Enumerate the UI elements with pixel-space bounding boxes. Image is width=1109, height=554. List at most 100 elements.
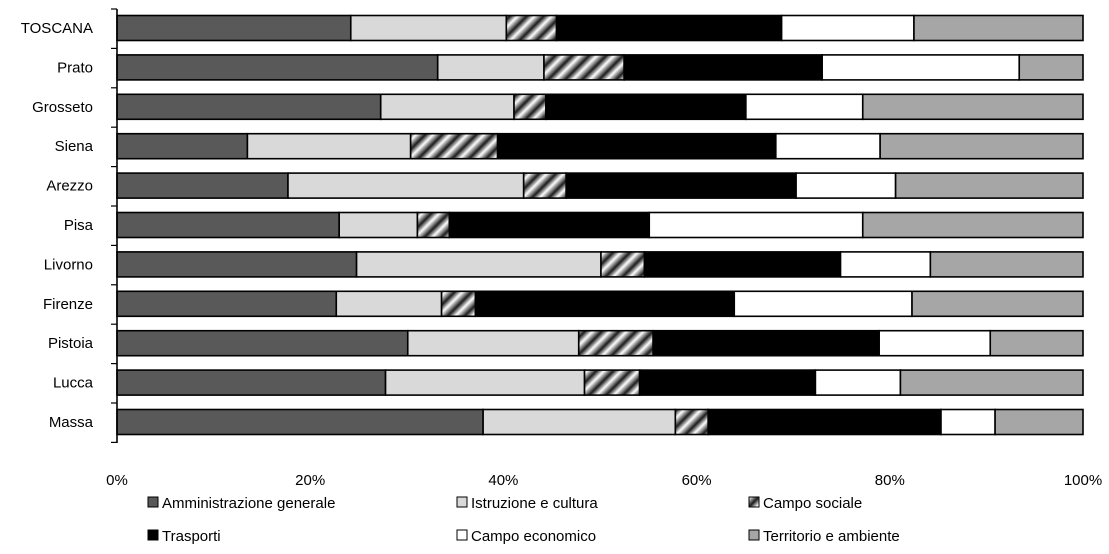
bar-massa-istruzione-e-cultura xyxy=(482,408,677,436)
bar-pistoia-territorio-e-ambiente xyxy=(989,329,1084,357)
bar-livorno-territorio-e-ambiente xyxy=(929,251,1084,278)
bar-siena-campo-sociale xyxy=(409,132,499,160)
category-labels-group: TOSCANA Prato Grosseto Siena Arezzo Pisa Livor… xyxy=(21,20,94,431)
bar-grosseto-campo-economico xyxy=(745,93,864,121)
legend-swatch-trasporti xyxy=(147,529,159,541)
bar-siena-istruzione-e-cultura xyxy=(246,132,412,160)
bar-toscana-istruzione-e-cultura xyxy=(349,14,508,42)
bar-siena-territorio-e-ambiente xyxy=(879,132,1084,160)
bar-massa-amministrazione-generale xyxy=(116,408,484,436)
x-tick-label: 100% xyxy=(1064,472,1102,489)
bar-livorno-campo-economico xyxy=(839,251,932,278)
category-label-firenze: Firenze xyxy=(43,296,93,313)
bar-siena-trasporti xyxy=(496,132,777,160)
bar-siena-campo-economico xyxy=(775,132,881,160)
bar-lucca-campo-economico xyxy=(814,369,902,396)
x-tick-label: 20% xyxy=(295,472,325,489)
x-tick-label: 0% xyxy=(106,472,128,489)
bar-massa-trasporti xyxy=(707,408,942,436)
bars-group xyxy=(116,14,1084,436)
bar-pistoia-campo-sociale xyxy=(577,329,654,357)
category-label-pisa: Pisa xyxy=(64,217,94,234)
bar-toscana-campo-sociale xyxy=(505,14,558,42)
axes-group xyxy=(111,8,118,443)
legend-label-trasporti: Trasporti xyxy=(162,528,221,545)
bar-firenze-campo-sociale xyxy=(440,290,477,318)
bar-lucca-territorio-e-ambiente xyxy=(899,369,1084,396)
bar-pisa-amministrazione-generale xyxy=(116,211,340,239)
bar-firenze-istruzione-e-cultura xyxy=(335,290,443,318)
legend-swatch-amministrazione-generale xyxy=(147,496,159,508)
bar-grosseto-campo-sociale xyxy=(513,93,547,121)
category-label-prato: Prato xyxy=(57,59,93,76)
bar-firenze-campo-economico xyxy=(733,290,913,318)
bar-grosseto-territorio-e-ambiente xyxy=(861,93,1084,121)
bar-firenze-amministrazione-generale xyxy=(116,290,338,318)
legend-label-territorio-e-ambiente: Territorio e ambiente xyxy=(763,528,900,545)
legend-swatch-istruzione-e-cultura xyxy=(456,496,468,508)
legend-label-campo-economico: Campo economico xyxy=(471,528,596,545)
category-label-toscana: TOSCANA xyxy=(21,20,93,37)
bar-massa-campo-economico xyxy=(940,408,996,436)
bar-pisa-istruzione-e-cultura xyxy=(338,211,419,239)
bar-firenze-territorio-e-ambiente xyxy=(911,290,1084,318)
bar-grosseto-amministrazione-generale xyxy=(116,93,382,121)
bar-lucca-campo-sociale xyxy=(583,369,641,396)
bar-pisa-campo-economico xyxy=(648,211,864,239)
bar-pisa-campo-sociale xyxy=(416,211,451,239)
category-label-livorno: Livorno xyxy=(44,256,93,273)
bar-prato-territorio-e-ambiente xyxy=(1018,54,1084,81)
bar-pisa-trasporti xyxy=(448,211,651,239)
bar-pistoia-campo-economico xyxy=(878,329,992,357)
bar-prato-trasporti xyxy=(623,54,823,81)
bar-pistoia-trasporti xyxy=(652,329,880,357)
category-label-siena: Siena xyxy=(55,138,94,155)
legend-swatch-territorio-e-ambiente xyxy=(748,529,760,541)
bar-pisa-territorio-e-ambiente xyxy=(861,211,1084,239)
bar-grosseto-trasporti xyxy=(545,93,747,121)
bar-arezzo-trasporti xyxy=(565,172,797,199)
legend-label-campo-sociale: Campo sociale xyxy=(763,495,862,512)
x-tick-label: 40% xyxy=(488,472,518,489)
legend-label-amministrazione-generale: Amministrazione generale xyxy=(162,495,335,512)
bar-prato-istruzione-e-cultura xyxy=(436,54,545,81)
bar-livorno-campo-sociale xyxy=(600,251,646,278)
category-label-arezzo: Arezzo xyxy=(46,178,93,195)
bar-toscana-amministrazione-generale xyxy=(116,14,352,42)
bar-lucca-trasporti xyxy=(638,369,817,396)
legend-label-istruzione-e-cultura: Istruzione e cultura xyxy=(471,495,598,512)
bar-arezzo-istruzione-e-cultura xyxy=(287,172,525,199)
bar-grosseto-istruzione-e-cultura xyxy=(379,93,515,121)
bar-arezzo-campo-sociale xyxy=(522,172,567,199)
bar-arezzo-amministrazione-generale xyxy=(116,172,289,199)
bar-toscana-campo-economico xyxy=(780,14,915,42)
bar-massa-campo-sociale xyxy=(674,408,709,436)
bar-massa-territorio-e-ambiente xyxy=(994,408,1084,436)
category-label-grosseto: Grosseto xyxy=(32,99,93,116)
x-tick-label: 80% xyxy=(875,472,905,489)
bar-toscana-trasporti xyxy=(555,14,783,42)
bar-pistoia-istruzione-e-cultura xyxy=(406,329,580,357)
bar-arezzo-campo-economico xyxy=(795,172,897,199)
category-label-massa: Massa xyxy=(49,414,94,431)
x-tick-labels-group: 0% 20% 40% 60% 80% 100% xyxy=(106,472,1102,489)
bar-prato-amministrazione-generale xyxy=(116,54,439,81)
legend-swatch-campo-economico xyxy=(456,529,468,541)
bar-arezzo-territorio-e-ambiente xyxy=(894,172,1084,199)
bar-pistoia-amministrazione-generale xyxy=(116,329,409,357)
legend-swatch-campo-sociale xyxy=(748,496,760,508)
bar-lucca-amministrazione-generale xyxy=(116,369,387,396)
bar-livorno-trasporti xyxy=(643,251,842,278)
bar-lucca-istruzione-e-cultura xyxy=(384,369,586,396)
legend: Amministrazione generale Istruzione e cul… xyxy=(147,495,900,545)
bar-toscana-territorio-e-ambiente xyxy=(913,14,1084,42)
bar-siena-amministrazione-generale xyxy=(116,132,249,160)
category-label-lucca: Lucca xyxy=(53,375,94,392)
bar-livorno-amministrazione-generale xyxy=(116,251,358,278)
bar-prato-campo-economico xyxy=(821,54,1021,81)
category-label-pistoia: Pistoia xyxy=(48,335,94,352)
bar-firenze-trasporti xyxy=(474,290,736,318)
bar-prato-campo-sociale xyxy=(543,54,625,81)
x-tick-label: 60% xyxy=(682,472,712,489)
